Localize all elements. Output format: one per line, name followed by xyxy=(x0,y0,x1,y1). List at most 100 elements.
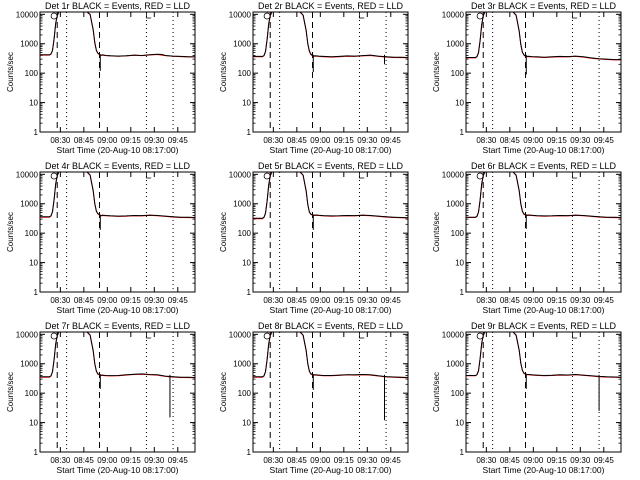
lld-series-line xyxy=(40,171,196,219)
x-tick-label: 08:30 xyxy=(263,456,284,465)
chart-title: Det 5r BLACK = Events, RED = LLD xyxy=(258,161,404,171)
top-marker-circle xyxy=(50,12,58,20)
events-series-line xyxy=(253,11,409,58)
y-tick-label: 10 xyxy=(455,419,464,428)
x-tick-label: 09:15 xyxy=(121,456,142,465)
chart-panel-6: 1 10 100 1000 10000 08:30 08:45 09:00 09:15 09:30… xyxy=(432,161,622,315)
x-tick-label: 08:45 xyxy=(287,136,308,145)
x-tick-label: 08:30 xyxy=(476,136,497,145)
x-tick-label: 08:45 xyxy=(74,456,95,465)
x-tick-label: 09:15 xyxy=(121,296,142,305)
y-tick-label: 1000 xyxy=(233,40,251,49)
top-marker-flag xyxy=(359,332,365,339)
x-axis-label: Start Time (20-Aug-10 08:17:00) xyxy=(270,305,392,315)
y-tick-label: 1 xyxy=(34,128,39,137)
top-marker-circle xyxy=(50,332,58,340)
y-tick-label: 1000 xyxy=(233,360,251,369)
x-tick-label: 09:45 xyxy=(381,136,402,145)
top-marker-circle xyxy=(476,12,484,20)
y-tick-label: 10000 xyxy=(229,10,252,19)
x-tick-label: 09:30 xyxy=(357,296,378,305)
top-marker-flag xyxy=(359,12,365,19)
x-tick-label: 09:30 xyxy=(144,456,165,465)
chart-panel-5: 1 10 100 1000 10000 08:30 08:45 09:00 09:15 09:30… xyxy=(219,161,409,315)
top-marker-circle xyxy=(50,172,58,180)
top-marker-flag xyxy=(572,12,578,19)
x-tick-label: 09:15 xyxy=(547,136,568,145)
x-axis-label: Start Time (20-Aug-10 08:17:00) xyxy=(57,305,179,315)
events-series-line xyxy=(40,331,196,378)
plot-frame xyxy=(39,331,196,453)
x-tick-label: 09:00 xyxy=(310,456,331,465)
y-tick-label: 100 xyxy=(451,389,465,398)
chart-title: Det 8r BLACK = Events, RED = LLD xyxy=(258,321,404,331)
lld-series-line xyxy=(40,331,196,379)
y-tick-label: 100 xyxy=(25,389,39,398)
x-axis-label: Start Time (20-Aug-10 08:17:00) xyxy=(483,145,605,155)
chart-panel-1: 1 10 100 1000 10000 08:30 08:45 09:00 09:15 09:30… xyxy=(6,1,196,155)
x-tick-label: 09:30 xyxy=(357,456,378,465)
y-tick-label: 1 xyxy=(247,128,252,137)
y-tick-label: 10000 xyxy=(16,10,39,19)
y-tick-label: 10 xyxy=(455,259,464,268)
x-tick-label: 09:45 xyxy=(168,456,189,465)
x-axis-label: Start Time (20-Aug-10 08:17:00) xyxy=(270,465,392,475)
x-tick-label: 08:45 xyxy=(500,296,521,305)
y-axis-label: Counts/sec xyxy=(432,52,441,92)
top-marker-flag xyxy=(146,12,152,19)
chart-title: Det 7r BLACK = Events, RED = LLD xyxy=(45,321,191,331)
x-tick-label: 09:15 xyxy=(547,456,568,465)
y-tick-label: 1000 xyxy=(446,200,464,209)
plot-frame xyxy=(465,171,622,293)
y-axis-label: Counts/sec xyxy=(219,52,228,92)
plot-frame xyxy=(252,11,409,133)
y-tick-label: 1000 xyxy=(20,360,38,369)
y-tick-label: 1 xyxy=(460,128,465,137)
x-tick-label: 09:15 xyxy=(334,296,355,305)
x-tick-label: 09:00 xyxy=(97,296,118,305)
top-marker-circle xyxy=(263,172,271,180)
plot-frame xyxy=(39,171,196,293)
x-tick-label: 09:30 xyxy=(570,136,591,145)
x-tick-label: 09:15 xyxy=(334,456,355,465)
top-marker-circle xyxy=(263,332,271,340)
x-tick-label: 08:45 xyxy=(74,296,95,305)
y-tick-label: 10000 xyxy=(16,330,39,339)
y-tick-label: 100 xyxy=(451,229,465,238)
x-tick-label: 09:30 xyxy=(144,296,165,305)
x-tick-label: 09:45 xyxy=(594,296,615,305)
y-tick-label: 10 xyxy=(29,259,38,268)
x-axis-label: Start Time (20-Aug-10 08:17:00) xyxy=(483,465,605,475)
x-tick-label: 08:45 xyxy=(500,136,521,145)
x-tick-label: 08:30 xyxy=(50,296,71,305)
lld-series-line xyxy=(466,171,622,219)
x-tick-label: 09:45 xyxy=(381,296,402,305)
y-tick-label: 100 xyxy=(25,229,39,238)
y-tick-label: 10 xyxy=(242,99,251,108)
y-tick-label: 10 xyxy=(29,419,38,428)
chart-title: Det 2r BLACK = Events, RED = LLD xyxy=(258,1,404,11)
x-tick-label: 08:30 xyxy=(50,456,71,465)
x-tick-label: 09:00 xyxy=(523,296,544,305)
y-tick-label: 10000 xyxy=(16,170,39,179)
events-series-line xyxy=(466,11,621,61)
y-tick-label: 10000 xyxy=(229,170,252,179)
plot-frame xyxy=(252,331,409,453)
x-tick-label: 09:45 xyxy=(594,456,615,465)
chart-title: Det 9r BLACK = Events, RED = LLD xyxy=(471,321,617,331)
y-tick-label: 1000 xyxy=(20,200,38,209)
x-tick-label: 08:30 xyxy=(476,456,497,465)
x-tick-label: 08:30 xyxy=(476,296,497,305)
lld-series-line xyxy=(40,11,195,58)
x-tick-label: 09:00 xyxy=(97,456,118,465)
x-tick-label: 09:00 xyxy=(310,296,331,305)
x-tick-label: 08:45 xyxy=(287,296,308,305)
y-tick-label: 1 xyxy=(34,448,39,457)
chart-title: Det 4r BLACK = Events, RED = LLD xyxy=(45,161,191,171)
chart-panel-7: 1 10 100 1000 10000 08:30 08:45 09:00 09:15 09:30… xyxy=(6,321,196,475)
y-tick-label: 10 xyxy=(242,259,251,268)
lld-series-line xyxy=(253,171,409,220)
x-tick-label: 08:45 xyxy=(500,456,521,465)
y-tick-label: 10000 xyxy=(442,10,465,19)
top-marker-flag xyxy=(146,172,152,179)
